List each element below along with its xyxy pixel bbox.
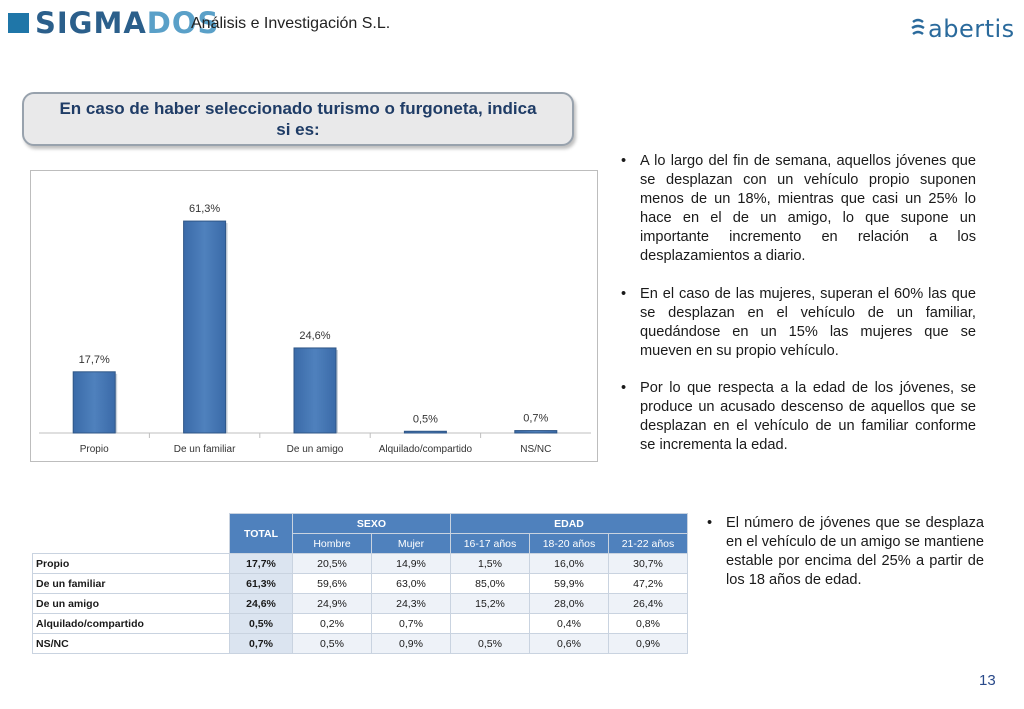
- bullet-list: • A lo largo del fin de semana, aquellos …: [620, 152, 976, 473]
- bullet-text: Por lo que respecta a la edad de los jóv…: [640, 379, 976, 454]
- table-cell: 63,0%: [371, 573, 451, 594]
- table-cell: 26,4%: [608, 593, 688, 614]
- bullet-item: • En el caso de las mujeres, superan el 6…: [620, 285, 976, 361]
- bullet-text: A lo largo del fin de semana, aquellos j…: [640, 153, 976, 265]
- row-total: 24,6%: [229, 593, 293, 614]
- bar-chart: 17,7% Propio 61,3% De un familiar 24,6% De un…: [30, 170, 598, 462]
- data-label: 0,5%: [413, 413, 438, 425]
- table-cell: 14,9%: [371, 553, 451, 574]
- row-total: 61,3%: [229, 573, 293, 594]
- bullet-marker: •: [621, 285, 627, 302]
- abertis-swirl-icon: [911, 18, 925, 35]
- slide-title-box: En caso de haber seleccionado turismo o …: [22, 92, 574, 146]
- row-label: De un familiar: [32, 573, 230, 594]
- table-cell: 0,6%: [529, 633, 609, 654]
- bar-de-un-amigo: [293, 347, 337, 434]
- row-total: 17,7%: [229, 553, 293, 574]
- bullet-text: El número de jóvenes que se desplaza en …: [726, 515, 984, 589]
- page-number: 13: [979, 672, 996, 689]
- row-total: 0,7%: [229, 633, 293, 654]
- table-cell: 0,5%: [292, 633, 372, 654]
- bar-propio: [72, 371, 116, 434]
- x-tick-label: De un amigo: [287, 444, 344, 455]
- partner-logo-text: abertis: [928, 15, 1015, 43]
- bar-chart-svg: 17,7% Propio 61,3% De un familiar 24,6% De un…: [39, 203, 591, 455]
- bullet-item: • Por lo que respecta a la edad de los jó…: [620, 379, 976, 455]
- table-cell: 59,6%: [292, 573, 372, 594]
- table-header-edad: EDAD: [450, 513, 688, 534]
- x-tick-label: Propio: [80, 444, 109, 455]
- table-cell: 15,2%: [450, 593, 530, 614]
- table-subheader: Mujer: [371, 533, 451, 554]
- table-cell: 1,5%: [450, 553, 530, 574]
- row-total: 0,5%: [229, 613, 293, 634]
- table-header-total: TOTAL: [229, 513, 293, 554]
- table-cell: 59,9%: [529, 573, 609, 594]
- table-cell: 47,2%: [608, 573, 688, 594]
- table-cell: 0,4%: [529, 613, 609, 634]
- table-corner: [33, 514, 230, 554]
- slide-title: En caso de haber seleccionado turismo o …: [59, 99, 537, 139]
- table-cell: 0,7%: [371, 613, 451, 634]
- x-tick-label: NS/NC: [520, 444, 551, 455]
- table-cell: 0,9%: [371, 633, 451, 654]
- table-cell: 24,9%: [292, 593, 372, 614]
- table-cell: 20,5%: [292, 553, 372, 574]
- bullet-item: • El número de jóvenes que se desplaza en…: [706, 514, 984, 590]
- table-subheader: 21-22 años: [608, 533, 688, 554]
- bullet-marker: •: [621, 153, 627, 169]
- brand-logo-square: [8, 13, 29, 33]
- data-label: 0,7%: [523, 413, 548, 425]
- bar-de-un-familiar: [183, 220, 227, 434]
- table-cell: 30,7%: [608, 553, 688, 574]
- table-row: Propio 17,7% 20,5% 14,9% 1,5% 16,0% 30,7…: [32, 553, 688, 574]
- data-label: 61,3%: [189, 203, 220, 215]
- brand-part2: DOS: [146, 6, 220, 40]
- bullet-marker: •: [621, 379, 627, 396]
- x-tick-label: De un familiar: [174, 444, 236, 455]
- data-label: 24,6%: [299, 330, 330, 342]
- bullet-marker: •: [707, 515, 713, 531]
- brand-subtitle: Análisis e Investigación S.L.: [191, 15, 391, 32]
- table-row: NS/NC 0,7% 0,5% 0,9% 0,5% 0,6% 0,9%: [32, 633, 688, 654]
- row-label: Alquilado/compartido: [32, 613, 230, 634]
- table-cell: 0,8%: [608, 613, 688, 634]
- table-cell: 0,9%: [608, 633, 688, 654]
- brand-part1: SIGMA: [35, 6, 147, 40]
- bar-ns-nc: [514, 430, 558, 434]
- table-cell: 0,5%: [450, 633, 530, 654]
- table-cell: [450, 613, 530, 634]
- row-label: De un amigo: [32, 593, 230, 614]
- bar-alquilado-compartido: [403, 430, 447, 434]
- brand-logo-text: SIGMADOS: [35, 6, 219, 40]
- table-row: Alquilado/compartido 0,5% 0,2% 0,7% 0,4%…: [32, 613, 688, 634]
- table-subheader: 16-17 años: [450, 533, 530, 554]
- table-subheader: 18-20 años: [529, 533, 609, 554]
- bullet-item: • A lo largo del fin de semana, aquellos …: [620, 152, 976, 267]
- table-row: De un amigo 24,6% 24,9% 24,3% 15,2% 28,0…: [32, 593, 688, 614]
- x-tick-label: Alquilado/compartido: [379, 444, 473, 455]
- table-cell: 85,0%: [450, 573, 530, 594]
- table-row: De un familiar 61,3% 59,6% 63,0% 85,0% 5…: [32, 573, 688, 594]
- data-label: 17,7%: [79, 354, 110, 366]
- row-label: NS/NC: [32, 633, 230, 654]
- table-header-sexo: SEXO: [292, 513, 451, 534]
- table-cell: 16,0%: [529, 553, 609, 574]
- bullet-text: En el caso de las mujeres, superan el 60…: [640, 285, 976, 359]
- row-label: Propio: [32, 553, 230, 574]
- table-cell: 24,3%: [371, 593, 451, 614]
- table-cell: 28,0%: [529, 593, 609, 614]
- data-table: TOTAL SEXO EDAD Hombre Mujer 16-17 años …: [32, 513, 688, 654]
- table-subheader: Hombre: [292, 533, 372, 554]
- table-cell: 0,2%: [292, 613, 372, 634]
